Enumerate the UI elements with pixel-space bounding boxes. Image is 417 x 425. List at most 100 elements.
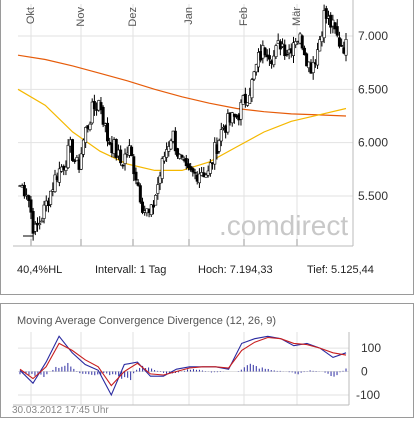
candle-body [217, 140, 221, 152]
candle-body [84, 127, 88, 143]
candle-body [267, 55, 271, 60]
candle-body [66, 144, 70, 169]
candle-body [151, 204, 155, 208]
candle-body [324, 8, 328, 19]
candle-body [154, 195, 158, 206]
macd-y-tick-label: -100 [356, 388, 380, 402]
high-stat: Hoch: 7.194,33 [198, 264, 273, 276]
candle-body [169, 140, 173, 150]
candle-body [283, 44, 287, 57]
candle-body [335, 26, 339, 36]
candle-body [119, 149, 123, 164]
candle-body [57, 168, 61, 183]
candle-body [285, 53, 289, 56]
candle-body [40, 220, 44, 223]
candle-body [106, 122, 110, 142]
low-stat: Tief: 5.125,44 [307, 264, 374, 276]
candle-body [136, 182, 140, 186]
candle-body [53, 174, 57, 192]
candle-body [134, 171, 138, 181]
candle-body [71, 139, 75, 161]
candle-body [193, 172, 197, 174]
candle-body [114, 139, 118, 158]
macd-y-tick-label: 100 [361, 341, 381, 355]
month-label: Nov [75, 7, 87, 27]
moving-average-line [17, 54, 347, 117]
candle-body [42, 204, 46, 219]
candle-body [184, 158, 188, 167]
candle-body [230, 112, 234, 124]
candle-body [232, 113, 236, 117]
candle-body [263, 47, 267, 56]
candle-body [180, 154, 184, 158]
month-label: Okt [25, 7, 37, 24]
candle-body [333, 22, 337, 30]
candle-body [344, 39, 348, 56]
macd-line [19, 335, 347, 397]
price-chart-panel: .comdirect 7.000 6.500 6.000 5.500 Okt Nov De… [0, 0, 414, 295]
macd-title: Moving Average Convergence Divergence (1… [17, 315, 277, 327]
candle-body [316, 49, 320, 66]
candle-body [121, 164, 125, 167]
macd-y-tick-label: 0 [361, 365, 368, 379]
candle-body [165, 149, 169, 158]
candle-body [158, 175, 162, 184]
candle-body [162, 156, 166, 162]
candle-body [99, 102, 103, 111]
candle-body [239, 102, 243, 120]
candle-body [173, 130, 177, 152]
price-chart: .comdirect 7.000 6.500 6.000 5.500 Okt Nov De… [13, 0, 388, 247]
candle-body [73, 160, 77, 162]
candle-body [274, 45, 278, 57]
month-label: Dez [127, 7, 139, 27]
candle-body [248, 94, 252, 104]
candle-body [92, 101, 96, 110]
candle-body [243, 93, 247, 104]
candle-body [101, 106, 105, 125]
candle-body [90, 101, 94, 124]
y-tick-label: 6.000 [358, 136, 388, 150]
candle-body [291, 42, 295, 56]
candle-body [160, 158, 164, 179]
candle-body [27, 195, 31, 201]
macd-line [19, 336, 347, 387]
candle-body [29, 199, 33, 213]
candle-body [254, 64, 258, 73]
candle-body [130, 146, 134, 157]
candle-body [33, 223, 37, 232]
candle-body [79, 153, 83, 170]
candle-body [246, 102, 250, 106]
candle-body [138, 185, 142, 203]
candle-body [88, 123, 92, 130]
candle-body [322, 10, 326, 39]
candle-body [272, 55, 276, 66]
candle-body [305, 53, 309, 67]
candle-body [64, 166, 68, 171]
candle-body [204, 174, 208, 178]
candle-body [149, 204, 153, 216]
candle-body [81, 139, 85, 155]
y-tick-label: 5.500 [358, 189, 388, 203]
candle-body [132, 156, 136, 175]
range-stat: 40,4%HL [17, 264, 63, 276]
month-label: Mär [291, 7, 303, 26]
macd-chart: 100 0 -100 [13, 332, 381, 406]
candle-body [320, 35, 324, 42]
candle-body [141, 201, 145, 213]
month-label: Jan [183, 7, 195, 25]
candle-body [75, 157, 79, 162]
moving-average-line [17, 88, 347, 171]
candle-body [300, 35, 304, 49]
candle-body [38, 223, 42, 226]
interval-stat: Intervall: 1 Tag [95, 264, 167, 276]
y-tick-label: 7.000 [358, 29, 388, 43]
watermark: .comdirect [219, 210, 348, 241]
month-label: Feb [238, 7, 250, 26]
candle-body [302, 47, 306, 56]
candle-body [31, 211, 35, 234]
y-tick-label: 6.500 [358, 82, 388, 96]
macd-chart-panel: Moving Average Convergence Divergence (1… [0, 303, 414, 418]
candle-body [311, 62, 315, 74]
candle-body [186, 163, 190, 169]
candle-body [318, 39, 322, 52]
